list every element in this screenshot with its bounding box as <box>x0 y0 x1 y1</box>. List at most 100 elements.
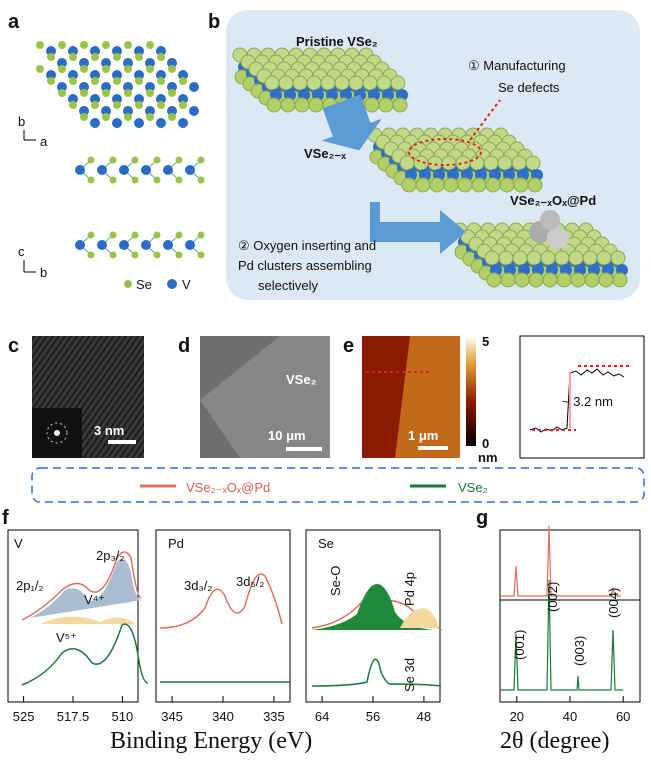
label: ① Manufacturing <box>468 58 566 73</box>
atom <box>501 273 515 287</box>
atom <box>198 177 205 184</box>
atom <box>132 232 139 239</box>
atom <box>198 157 205 164</box>
pattern <box>500 526 621 596</box>
atom <box>88 252 95 259</box>
atom <box>513 251 527 265</box>
legend-label: V <box>182 277 191 292</box>
atom <box>135 101 143 109</box>
atom <box>119 240 129 250</box>
element: Pd <box>168 536 184 551</box>
atom <box>416 178 430 192</box>
atom <box>377 76 391 90</box>
panel-letter: d <box>178 335 190 357</box>
atom <box>512 156 526 170</box>
atom <box>526 156 540 170</box>
atom <box>279 76 293 90</box>
atom <box>527 251 541 265</box>
peak-label: Se 3d <box>402 658 417 692</box>
fit-peak <box>400 608 439 628</box>
axis-label: a <box>40 134 48 149</box>
atom <box>132 157 139 164</box>
label: ② Oxygen inserting and <box>238 238 376 253</box>
atom <box>102 41 110 49</box>
colorbar-label: nm <box>478 450 498 465</box>
v-icon <box>167 279 177 289</box>
atom <box>402 178 416 192</box>
atom <box>365 98 379 112</box>
peak-label: 3d₅/₂ <box>236 574 264 589</box>
peak-label: Se-O <box>328 566 343 596</box>
atom <box>514 178 528 192</box>
atom <box>80 113 88 121</box>
scale-label: 3 nm <box>94 423 124 438</box>
atom <box>113 77 121 85</box>
atom <box>124 113 132 121</box>
atom <box>555 251 569 265</box>
atom <box>309 98 323 112</box>
label: Pristine VSe₂ <box>296 34 378 49</box>
atom <box>456 156 470 170</box>
atom <box>113 101 121 109</box>
atom <box>515 273 529 287</box>
colorbar-label: 5 <box>482 334 489 349</box>
atom <box>176 232 183 239</box>
atom <box>529 273 543 287</box>
lattice <box>36 41 205 259</box>
legend-label: Se <box>136 277 152 292</box>
fit-peak <box>40 616 136 624</box>
scale-bar <box>418 446 448 450</box>
atom <box>146 89 154 97</box>
atom <box>528 178 542 192</box>
label: VSe₂₋ₓOₓ@Pd <box>510 193 596 208</box>
panel-letter: g <box>476 507 488 529</box>
peak-label: Pd 4p <box>402 572 417 606</box>
colorbar <box>466 336 476 446</box>
atom <box>293 76 307 90</box>
atom <box>124 65 132 73</box>
atom <box>179 77 187 85</box>
atom <box>88 157 95 164</box>
atom <box>414 156 428 170</box>
atom <box>498 156 512 170</box>
atom <box>307 76 321 90</box>
atom <box>179 101 187 109</box>
peak-label: (004) <box>606 588 621 618</box>
atom <box>569 251 583 265</box>
atom <box>141 165 151 175</box>
panel-letter: f <box>2 507 9 529</box>
atom <box>69 77 77 85</box>
atom <box>281 98 295 112</box>
atom <box>163 240 173 250</box>
atom <box>69 101 77 109</box>
panel-letter: a <box>8 11 20 33</box>
peak-label: (001) <box>512 630 527 660</box>
x-tick-label: 517.5 <box>57 709 90 724</box>
x-tick-label: 56 <box>366 709 380 724</box>
atom <box>349 76 363 90</box>
peak-label: 3d₃/₂ <box>184 578 212 593</box>
atom <box>132 177 139 184</box>
x-tick-label: 510 <box>112 709 134 724</box>
scale-bar <box>286 447 322 451</box>
atom <box>295 98 309 112</box>
pd-cluster <box>547 227 569 249</box>
label: VSe₂₋ₓ <box>304 146 346 161</box>
atom <box>58 89 66 97</box>
atom <box>58 65 66 73</box>
atom <box>91 77 99 85</box>
axis-arrow <box>24 130 36 140</box>
atom <box>97 240 107 250</box>
legend-label: VSe₂ <box>458 480 488 495</box>
spectrum <box>22 624 148 685</box>
atom <box>154 252 161 259</box>
axis-label: b <box>40 265 47 280</box>
atom <box>157 77 165 85</box>
atom <box>154 177 161 184</box>
peak-label: 2p₁/₂ <box>16 578 44 593</box>
atom <box>599 273 613 287</box>
height-label: ~ 3.2 nm <box>562 394 613 409</box>
atom <box>393 98 407 112</box>
figure: a b a c b Se V b Pristine VSe₂ ① Manufac… <box>0 0 651 759</box>
atom <box>80 65 88 73</box>
